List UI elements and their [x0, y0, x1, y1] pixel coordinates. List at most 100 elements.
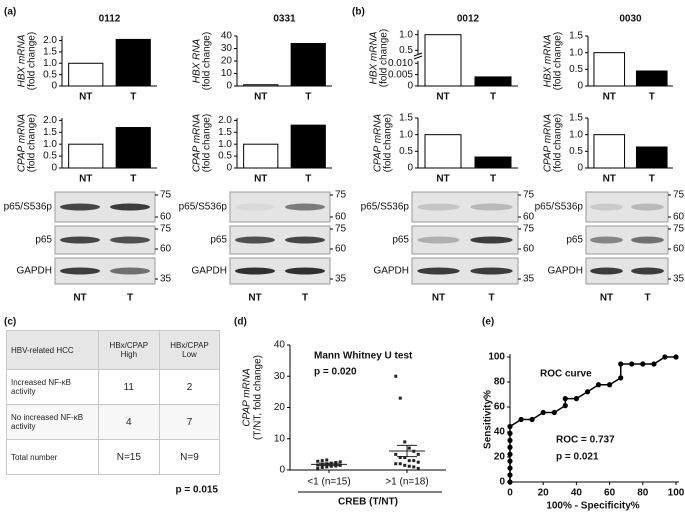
table-cell: Total number [6, 439, 99, 475]
panel-label: (b) [352, 7, 365, 18]
blot-band [631, 236, 664, 244]
bar [635, 146, 668, 169]
roc-point [562, 403, 568, 409]
marker-label: 60 [523, 244, 535, 255]
y-axis-label: CPAP mRNA [17, 114, 28, 173]
bar [290, 43, 326, 87]
data-point [407, 464, 411, 468]
marker-label: 35 [160, 274, 172, 285]
blot-label: p65 [210, 235, 227, 246]
x-tick-label: 100 [668, 488, 685, 499]
roc-point [529, 416, 535, 423]
y-axis-label: CPAP mRNA [192, 114, 203, 173]
table-row: No increased NF-κB activity 4 7 [6, 404, 221, 440]
bar [474, 156, 512, 169]
bar [115, 38, 151, 87]
y-axis-label: (fold change) [379, 29, 390, 87]
error-bar [319, 462, 339, 467]
data-point [416, 460, 420, 464]
data-point [412, 459, 416, 463]
blot-label: p65/S536p [361, 202, 410, 213]
data-point [398, 396, 402, 400]
lane-label: NT [600, 293, 613, 304]
blot-label: GAPDH [547, 266, 583, 277]
blot-band [417, 267, 460, 275]
y-axis-label: CPAP mRNA [373, 114, 384, 173]
y-tick-label: 1.5 [43, 47, 57, 58]
data-point [316, 463, 320, 467]
table-row: Increased NF-κB activity 11 2 [6, 369, 221, 405]
x-axis-label: CREB (T/NT) [338, 497, 398, 508]
table-cell: 2 [158, 369, 221, 405]
x-tick-label: T [305, 92, 311, 103]
blot-label: p65/S536p [179, 202, 228, 213]
y-tick-label: 0 [407, 163, 413, 174]
table-cell: N=15 [97, 439, 160, 475]
y-axis-label: Sensitivity% [483, 390, 494, 449]
marker-label: 60 [335, 212, 347, 223]
data-point [316, 466, 320, 470]
blot-band [235, 203, 275, 211]
y-tick-label: 2.0 [43, 115, 57, 126]
x-tick-label: NT [79, 174, 92, 185]
y-tick-label: 1.0 [569, 129, 583, 140]
y-tick-label: 0 [226, 81, 232, 92]
blot-band [590, 203, 623, 211]
x-tick-label: T [490, 174, 496, 185]
y-axis-label: HBX mRNA [543, 34, 554, 87]
y-axis-label: (fold change) [553, 114, 564, 172]
x-tick-label: T [130, 174, 136, 185]
data-point [412, 465, 416, 469]
roc-point [507, 430, 513, 436]
blot-label: GAPDH [16, 266, 52, 277]
blot-label: p65 [35, 235, 52, 246]
y-axis-label: HBX mRNA [369, 31, 380, 84]
y-tick-label: 0.010 [388, 58, 413, 69]
table-cell: HBx/CPAP Low [158, 330, 221, 370]
table-cell: Increased NF-κB activity [6, 369, 99, 405]
y-axis-label: (T/NT, fold change) [253, 355, 264, 440]
blot-band [110, 267, 150, 275]
y-tick-label: 0 [226, 163, 232, 174]
y-tick-label: 1.0 [43, 139, 57, 150]
roc-point [651, 361, 657, 367]
y-tick-label: 1.5 [218, 127, 232, 138]
data-point [316, 459, 320, 463]
x-tick-label: NT [254, 174, 267, 185]
blot-band [590, 236, 623, 244]
bar [424, 134, 462, 169]
x-tick-label: NT [79, 92, 92, 103]
roc-point [618, 375, 624, 381]
roc-point [507, 451, 513, 457]
x-tick-label: 20 [538, 488, 550, 499]
bar [68, 62, 104, 87]
roc-point [540, 409, 546, 416]
roc-point [573, 396, 580, 402]
data-point [320, 466, 324, 469]
x-tick-label: NT [603, 92, 616, 103]
roc-point [662, 354, 668, 360]
data-point [394, 374, 398, 378]
y-axis-label: (fold change) [553, 32, 564, 90]
y-axis-label: (fold change) [202, 32, 213, 90]
blot-label: p65 [566, 235, 583, 246]
bar [243, 143, 279, 169]
data-point [407, 446, 411, 450]
y-axis-label: CPAP mRNA [543, 114, 554, 173]
x-tick-label: T [130, 92, 136, 103]
blot-strip [585, 191, 669, 223]
marker-label: 75 [523, 224, 535, 235]
roc-point [507, 472, 513, 478]
lane-label: T [302, 293, 308, 304]
bar [243, 84, 279, 87]
y-tick-label: 1.0 [569, 47, 583, 58]
y-axis-label: CPAP mRNA [242, 368, 253, 427]
data-point [334, 461, 338, 464]
data-point [403, 440, 407, 444]
data-point [338, 460, 342, 464]
blot-band [60, 267, 100, 275]
marker-label: 60 [160, 244, 172, 255]
marker-label: 75 [160, 224, 172, 235]
y-tick-label: 30 [221, 43, 233, 54]
